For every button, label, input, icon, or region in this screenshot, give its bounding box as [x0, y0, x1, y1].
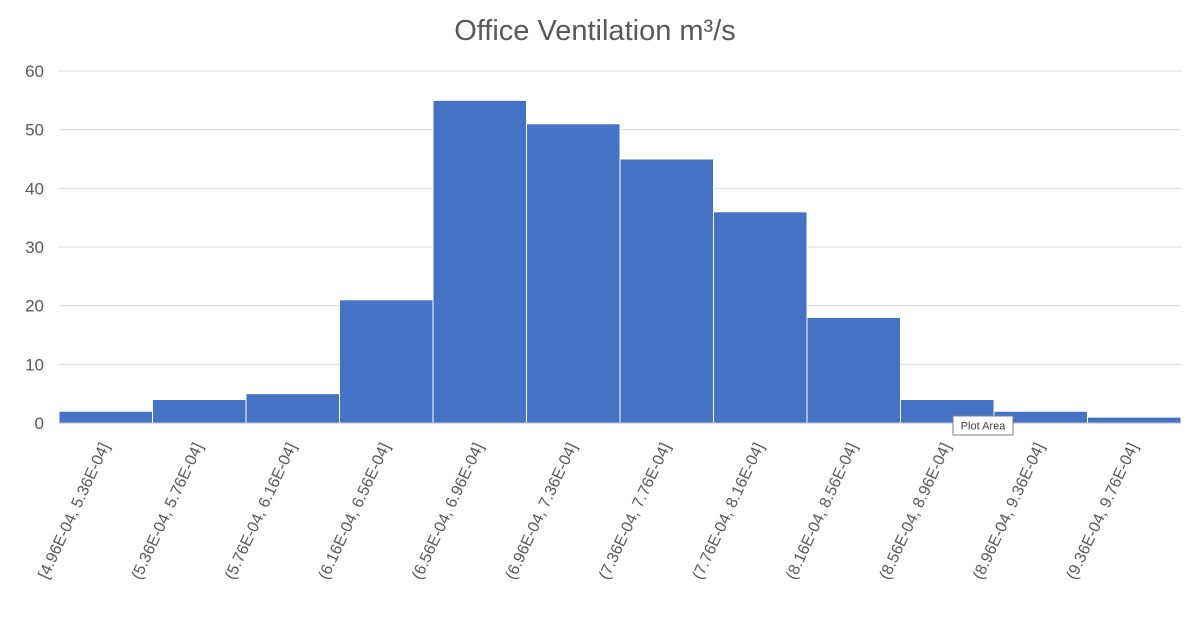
- plot-area-tooltip: Plot Area: [952, 415, 1014, 436]
- x-tick-label: (8.96E-04, 9.36E-04]: [970, 441, 1048, 583]
- y-tick-label: 30: [25, 238, 44, 257]
- x-tick-label: (5.76E-04, 6.16E-04]: [222, 441, 300, 583]
- histogram-bar[interactable]: [713, 211, 808, 424]
- y-tick-label: 60: [25, 62, 44, 81]
- tooltip-text: Plot Area: [961, 421, 1007, 433]
- x-tick-label: (6.56E-04, 6.96E-04]: [409, 441, 487, 583]
- histogram-bar[interactable]: [1087, 416, 1182, 424]
- x-tick-label: (8.16E-04, 8.56E-04]: [783, 441, 861, 583]
- x-axis-ticks: [4.96E-04, 5.36E-04] (5.36E-04, 5.76E-04]…: [36, 441, 1142, 583]
- histogram-bar[interactable]: [339, 299, 434, 424]
- histogram-bar[interactable]: [526, 123, 621, 424]
- x-tick-label: [4.96E-04, 5.36E-04]: [36, 441, 114, 582]
- y-axis-ticks: 0 10 20 30 40 50 60: [25, 62, 44, 433]
- x-tick-label: (5.36E-04, 5.76E-04]: [129, 441, 207, 583]
- y-tick-label: 10: [25, 355, 44, 374]
- x-tick-label: (6.96E-04, 7.36E-04]: [503, 441, 581, 583]
- histogram-bar[interactable]: [432, 99, 527, 424]
- histogram-bar[interactable]: [245, 393, 340, 424]
- histogram-bar[interactable]: [619, 158, 714, 424]
- histogram-bar[interactable]: [152, 399, 247, 424]
- bars[interactable]: [58, 99, 1182, 424]
- x-tick-label: (6.16E-04, 6.56E-04]: [316, 441, 394, 583]
- tooltip-box: [952, 415, 1014, 436]
- x-tick-label: (7.76E-04, 8.16E-04]: [690, 441, 768, 583]
- histogram-bar[interactable]: [806, 316, 901, 424]
- histogram-bar[interactable]: [58, 410, 153, 424]
- y-tick-label: 50: [25, 121, 44, 140]
- y-tick-label: 20: [25, 297, 44, 316]
- x-tick-label: (8.56E-04, 8.96E-04]: [877, 441, 955, 583]
- y-tick-label: 40: [25, 179, 44, 198]
- chart-title: Office Ventilation m³/s: [454, 15, 736, 47]
- x-tick-label: (9.36E-04, 9.76E-04]: [1064, 441, 1142, 583]
- x-tick-label: (7.36E-04, 7.76E-04]: [596, 441, 674, 583]
- y-tick-label: 0: [35, 414, 44, 433]
